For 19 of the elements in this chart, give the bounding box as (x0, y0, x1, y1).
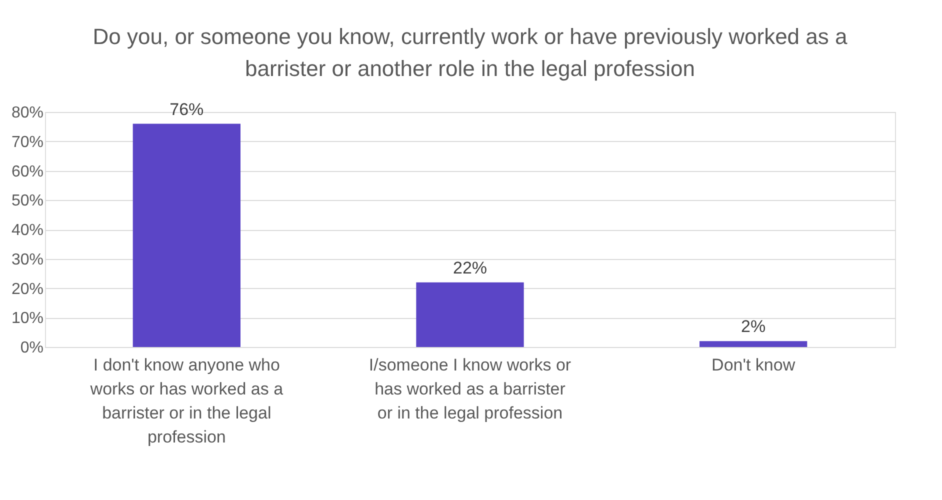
data-label: 2% (741, 317, 766, 336)
x-tick-label: I don't know anyone who works or has worked as a barrister or in the legal profession (89, 356, 284, 446)
chart-title: Do you, or someone you know, currently work or have previously worked as a barrister or another role in the legal profession (92, 24, 848, 81)
y-tick-label: 50% (11, 192, 44, 210)
y-tick-label: 40% (11, 222, 44, 239)
data-label: 76% (170, 100, 204, 119)
bar (132, 124, 240, 347)
y-tick-label: 60% (11, 163, 44, 180)
y-tick-label: 70% (11, 134, 44, 151)
y-tick-label: 20% (11, 280, 44, 298)
x-tick-label: Don't know (712, 356, 796, 374)
bar (700, 341, 808, 347)
y-tick-label: 0% (20, 340, 44, 356)
bar (416, 282, 524, 347)
data-label: 22% (452, 258, 488, 278)
y-tick-label: 10% (11, 310, 44, 328)
x-tick-label: I/someone I know works or has worked as a barrister or in the legal profession (368, 356, 572, 422)
y-tick-label: 80% (11, 104, 44, 122)
y-tick-label: 30% (11, 251, 44, 268)
